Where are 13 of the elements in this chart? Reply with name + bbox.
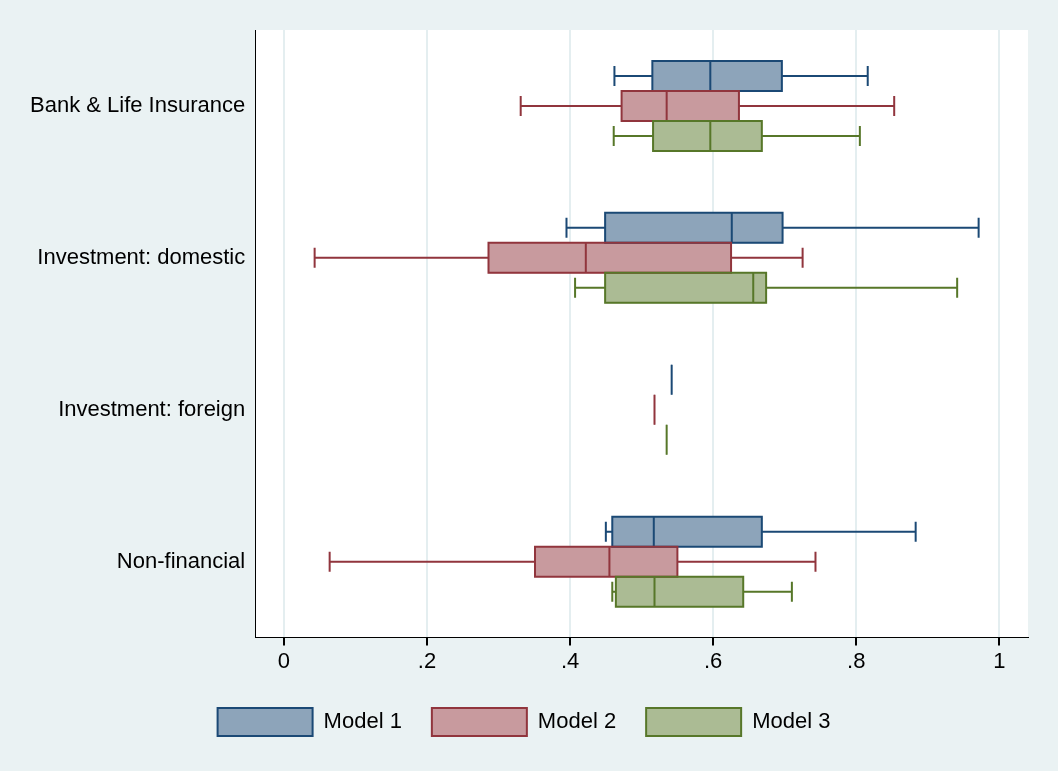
- x-tick-label: .2: [417, 647, 437, 673]
- x-tick-label: .4: [560, 647, 580, 673]
- x-tick-label: .8: [847, 647, 866, 673]
- y-tick-label: Non-financial: [116, 547, 246, 573]
- y-tick-label: Bank & Life Insurance: [29, 92, 246, 118]
- legend-label: Model 2: [537, 708, 617, 734]
- y-tick-label: Investment: domestic: [37, 243, 246, 269]
- x-tick-label: .6: [703, 647, 723, 673]
- x-tick-label: 1: [993, 647, 1006, 673]
- legend-label: Model 3: [752, 708, 831, 734]
- legend-label: Model 1: [323, 708, 402, 734]
- x-tick-label: 0: [277, 647, 290, 673]
- y-tick-label: Investment: foreign: [58, 395, 246, 421]
